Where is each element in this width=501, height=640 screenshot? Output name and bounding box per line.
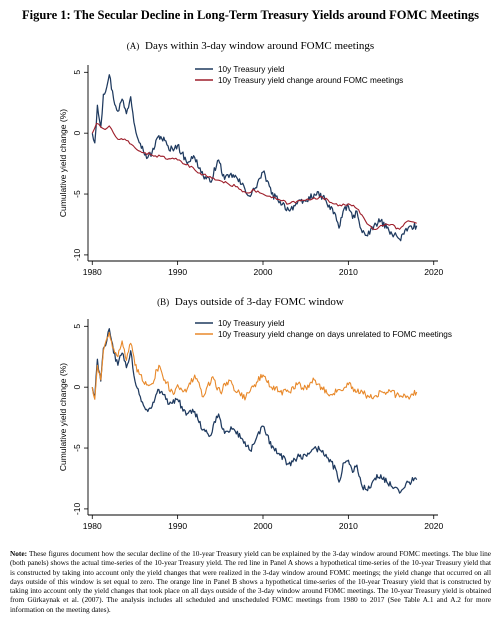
x-tick-label: 2000 [254, 521, 273, 531]
x-tick-label: 2000 [254, 267, 273, 277]
legend-label-blue: 10y Treasury yield [218, 319, 285, 328]
series-line-blue [91, 328, 418, 494]
y-tick-label: 5 [72, 70, 82, 75]
y-axis-label: Cumulative yield change (%) [58, 109, 68, 217]
panel-b-title-text: Days outside of 3-day FOMC window [174, 296, 344, 308]
panel-a-title: (A) Days within 3-day window around FOMC… [0, 40, 501, 52]
panel-b-chart: 1980 1990 2000 2010 2020 5 0 -5 -10 Cumulative yi… [58, 319, 452, 531]
y-tick-label: 0 [72, 131, 82, 136]
legend-label-red: 10y Treasury yield change around FOMC me… [218, 76, 403, 85]
x-tick-label: 2010 [339, 521, 358, 531]
x-tick-label: 1980 [83, 521, 102, 531]
y-tick-label: 0 [72, 385, 82, 390]
y-tick-label: -5 [72, 190, 82, 198]
panel-b-title: (B) Days outside of 3-day FOMC window [0, 296, 501, 308]
y-axis-label: Cumulative yield change (%) [58, 363, 68, 471]
y-tick-label: -10 [72, 249, 82, 262]
x-tick-label: 2010 [339, 267, 358, 277]
series-line-blue [91, 74, 418, 242]
x-tick-label: 2020 [424, 267, 443, 277]
panel-b-tag: (B) [157, 297, 170, 307]
x-tick-label: 2020 [424, 521, 443, 531]
series-line-orange [91, 331, 418, 401]
y-tick-label: -5 [72, 444, 82, 452]
y-tick-label: -10 [72, 503, 82, 516]
note-label: Note: [10, 549, 28, 558]
panel-a-chart: 1980 1990 2000 2010 2020 5 0 -5 -10 Cumulative yi… [58, 65, 443, 277]
x-tick-label: 1990 [168, 267, 187, 277]
panel-a-tag: (A) [126, 41, 140, 51]
legend-label-blue: 10y Treasury yield [218, 65, 285, 74]
note-text: These figures document how the secular d… [10, 549, 491, 614]
y-tick-label: 5 [72, 324, 82, 329]
x-tick-label: 1980 [83, 267, 102, 277]
x-tick-label: 1990 [168, 521, 187, 531]
legend-label-orange: 10y Treasury yield change on days unrela… [218, 330, 452, 339]
series-line-red [91, 122, 417, 231]
figure-note: Note: These figures document how the sec… [10, 549, 491, 614]
figure-title: Figure 1: The Secular Decline in Long-Te… [21, 8, 480, 22]
panel-a-title-text: Days within 3-day window around FOMC mee… [145, 40, 375, 52]
